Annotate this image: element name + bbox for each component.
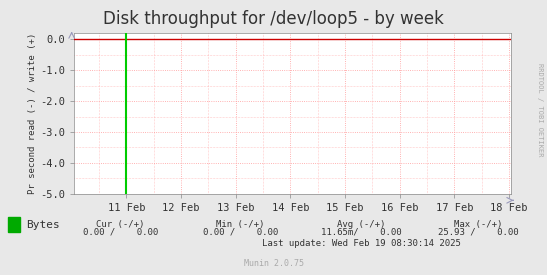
Text: 0.00 /    0.00: 0.00 / 0.00 bbox=[83, 228, 158, 237]
Text: 25.93 /    0.00: 25.93 / 0.00 bbox=[438, 228, 519, 237]
Text: 0.00 /    0.00: 0.00 / 0.00 bbox=[203, 228, 278, 237]
Text: Cur (-/+): Cur (-/+) bbox=[96, 220, 144, 229]
Y-axis label: Pr second read (-) / write (+): Pr second read (-) / write (+) bbox=[28, 33, 37, 194]
Text: RRDTOOL / TOBI OETIKER: RRDTOOL / TOBI OETIKER bbox=[537, 63, 543, 157]
Text: Disk throughput for /dev/loop5 - by week: Disk throughput for /dev/loop5 - by week bbox=[103, 10, 444, 28]
Text: Last update: Wed Feb 19 08:30:14 2025: Last update: Wed Feb 19 08:30:14 2025 bbox=[261, 239, 461, 248]
Text: Munin 2.0.75: Munin 2.0.75 bbox=[243, 259, 304, 268]
Text: Avg (-/+): Avg (-/+) bbox=[337, 220, 385, 229]
Text: Max (-/+): Max (-/+) bbox=[455, 220, 503, 229]
Text: 11.65m/    0.00: 11.65m/ 0.00 bbox=[321, 228, 401, 237]
Text: Min (-/+): Min (-/+) bbox=[217, 220, 265, 229]
Text: Bytes: Bytes bbox=[26, 220, 60, 230]
